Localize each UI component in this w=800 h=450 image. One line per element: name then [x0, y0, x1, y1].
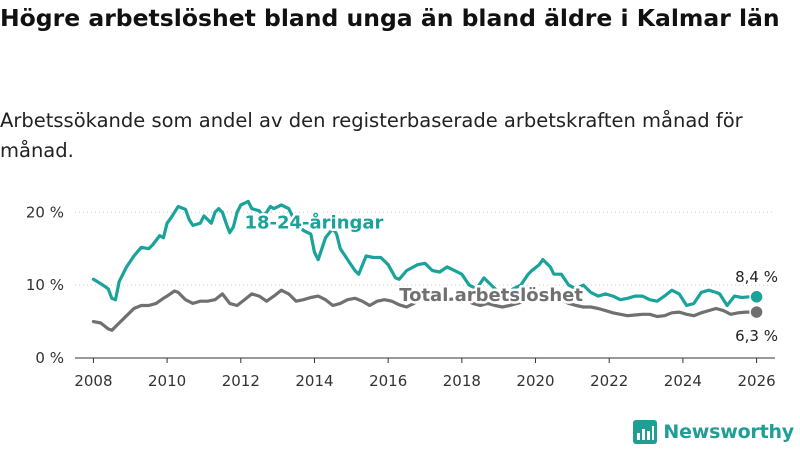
newsworthy-chart-icon [633, 420, 658, 444]
x-tick-label: 2020 [516, 372, 554, 390]
newsworthy-logo: Newsworthy [633, 420, 794, 444]
series-line-youth [91, 199, 759, 308]
x-tick-label: 2026 [737, 372, 775, 390]
brand-name: Newsworthy [663, 421, 794, 443]
x-tick-label: 2010 [148, 372, 186, 390]
end-value-label-youth: 8,4 % [735, 268, 778, 286]
x-tick-label: 2012 [222, 372, 260, 390]
x-tick-label: 2008 [74, 372, 112, 390]
chart-subtitle: Arbetssökande som andel av den registerb… [0, 109, 743, 162]
x-tick-label: 2014 [295, 372, 333, 390]
end-point-total [749, 304, 764, 320]
y-tick-label: 10 % [26, 276, 64, 294]
x-tick-label: 2016 [369, 372, 407, 390]
end-value-label-total: 6,3 % [735, 327, 778, 345]
series-line-total [91, 288, 759, 332]
series-label-total: Total arbetslöshet [399, 285, 583, 306]
end-point-youth [749, 289, 764, 305]
x-tick-label: 2018 [443, 372, 481, 390]
x-tick-label: 2024 [664, 372, 702, 390]
chart-title: Högre arbetslöshet bland unga än bland ä… [0, 4, 780, 32]
x-tick-label: 2022 [590, 372, 628, 390]
series-label-youth: 18-24-åringar [244, 211, 383, 233]
y-tick-label: 20 % [26, 203, 64, 221]
y-tick-label: 0 % [35, 349, 64, 367]
